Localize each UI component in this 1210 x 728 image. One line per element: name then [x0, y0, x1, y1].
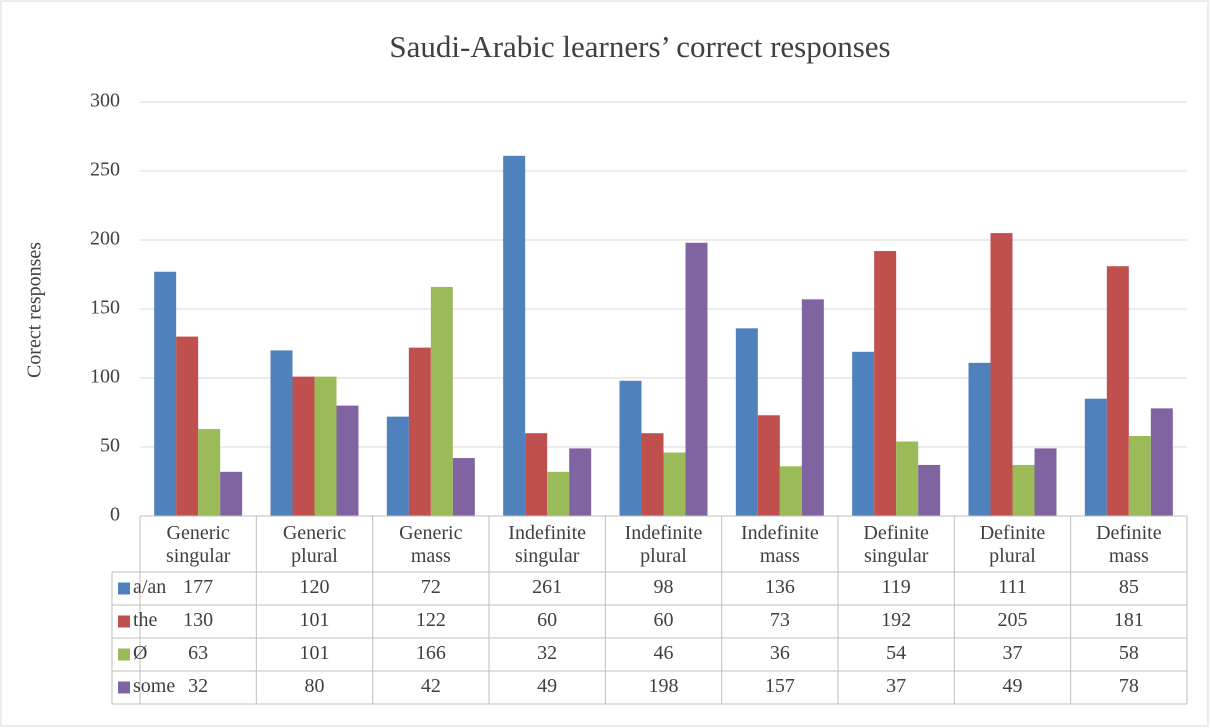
y-tick-label: 200 — [90, 228, 120, 250]
table-value: 181 — [1114, 609, 1144, 631]
bar — [685, 242, 708, 516]
table-value: 198 — [649, 675, 679, 697]
legend-label: Ø — [133, 642, 147, 664]
table-value: 111 — [998, 576, 1027, 598]
bar — [386, 416, 409, 516]
table-value: 166 — [416, 642, 446, 664]
table-value: 78 — [1119, 675, 1139, 697]
category-label: Generic plural — [283, 522, 346, 567]
bar — [990, 233, 1013, 516]
table-value: 157 — [765, 675, 795, 697]
table-value: 42 — [421, 675, 441, 697]
bar — [1106, 266, 1129, 516]
y-tick-label: 300 — [90, 90, 120, 112]
y-tick-label: 50 — [100, 435, 120, 457]
bar — [176, 336, 199, 516]
legend-label: some — [133, 675, 175, 697]
bar — [1150, 408, 1173, 516]
table-value: 46 — [654, 642, 674, 664]
bar — [735, 328, 758, 516]
table-value: 120 — [300, 576, 330, 598]
bar — [336, 405, 359, 516]
category-label: Generic mass — [399, 522, 462, 567]
bar — [430, 286, 453, 516]
table-value: 73 — [770, 609, 790, 631]
bar — [503, 155, 526, 516]
bar — [292, 376, 315, 516]
table-value: 32 — [188, 675, 208, 697]
legend-swatch — [118, 582, 130, 595]
table-value: 98 — [654, 576, 674, 598]
bar — [569, 448, 592, 516]
table-value: 119 — [882, 576, 911, 598]
legend-label: a/an — [133, 576, 166, 598]
bar — [154, 271, 177, 516]
table-value: 205 — [998, 609, 1028, 631]
y-tick-label: 250 — [90, 159, 120, 181]
category-label: Indefinite plural — [625, 522, 703, 567]
table-value: 37 — [1003, 642, 1023, 664]
table-value: 261 — [532, 576, 562, 598]
bar — [525, 433, 548, 516]
bar — [1128, 435, 1151, 516]
bar — [896, 441, 919, 516]
table-value: 192 — [881, 609, 911, 631]
legend-swatch — [118, 681, 130, 694]
legend-swatch — [118, 615, 130, 628]
table-value: 60 — [654, 609, 674, 631]
y-axis-label: Corect responses — [24, 242, 46, 378]
y-tick-label: 0 — [110, 504, 120, 526]
bar — [663, 452, 686, 516]
table-value: 130 — [183, 609, 213, 631]
table-value: 122 — [416, 609, 446, 631]
bar — [852, 351, 875, 516]
category-label: Definite singular — [863, 522, 929, 567]
bar — [1034, 448, 1057, 516]
bar — [314, 376, 337, 516]
table-value: 101 — [300, 609, 330, 631]
bar — [779, 466, 802, 516]
bar — [641, 433, 664, 516]
bar — [619, 380, 642, 516]
legend-swatch — [118, 648, 130, 661]
bar — [270, 350, 293, 516]
bar — [968, 362, 991, 516]
bar — [408, 347, 431, 516]
chart-title: Saudi-Arabic learners’ correct responses — [389, 29, 890, 64]
category-label: Indefinite singular — [508, 522, 586, 567]
category-label: Generic singular — [166, 522, 231, 567]
bar — [757, 415, 780, 516]
table-value: 80 — [305, 675, 325, 697]
category-label: Definite plural — [980, 522, 1046, 567]
table-value: 136 — [765, 576, 795, 598]
table-value: 49 — [1003, 675, 1023, 697]
bar — [452, 458, 475, 516]
table-value: 54 — [886, 642, 906, 664]
table-value: 58 — [1119, 642, 1139, 664]
legend-label: the — [133, 609, 158, 631]
y-tick-label: 100 — [90, 366, 120, 388]
table-value: 32 — [537, 642, 557, 664]
bar — [198, 429, 221, 516]
bar — [1084, 398, 1107, 516]
bar — [918, 464, 941, 516]
y-tick-label: 150 — [90, 297, 120, 319]
bar — [220, 471, 243, 516]
table-value: 36 — [770, 642, 790, 664]
table-value: 49 — [537, 675, 557, 697]
table-value: 177 — [183, 576, 213, 598]
bar — [874, 251, 897, 517]
bar — [801, 299, 824, 516]
table-value: 85 — [1119, 576, 1139, 598]
table-value: 72 — [421, 576, 441, 598]
table-value: 60 — [537, 609, 557, 631]
table-value: 37 — [886, 675, 906, 697]
category-label: Definite mass — [1096, 522, 1162, 567]
category-label: Indefinite mass — [741, 522, 819, 567]
table-value: 63 — [188, 642, 208, 664]
bar — [1012, 464, 1035, 516]
table-value: 101 — [300, 642, 330, 664]
bar — [547, 471, 570, 516]
